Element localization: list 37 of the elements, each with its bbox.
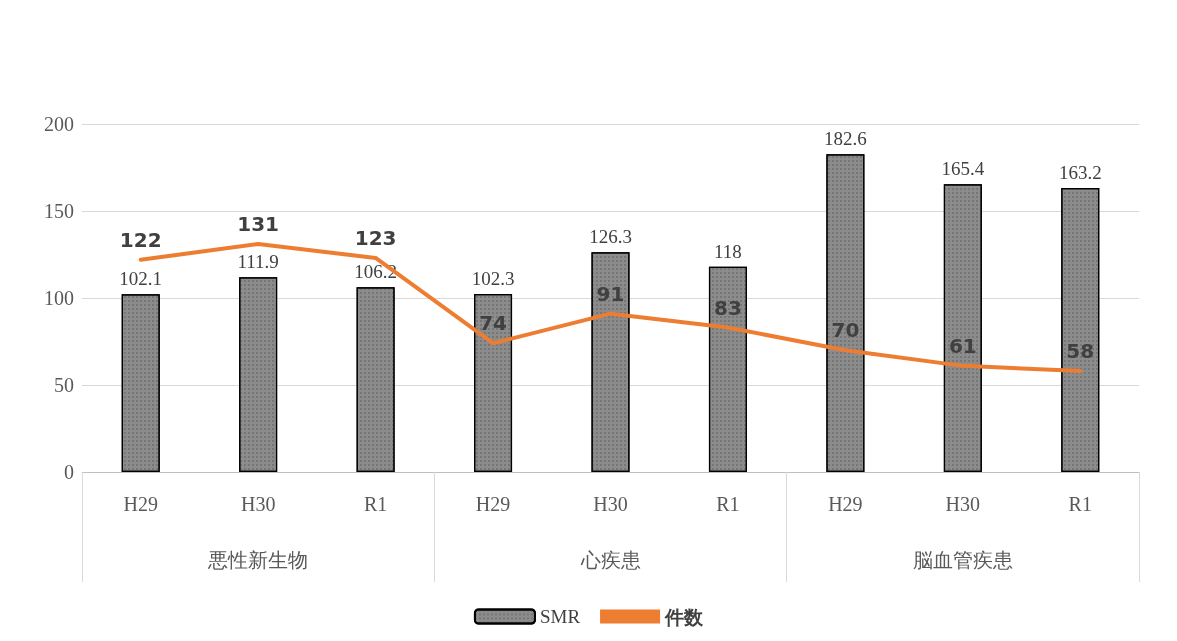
y-tick-label: 150	[44, 200, 74, 222]
legend-label: SMR	[539, 606, 581, 627]
y-tick-label: 200	[44, 113, 74, 135]
x-tick-label: H29	[123, 493, 158, 515]
data-label: 111.9	[237, 251, 279, 273]
data-label: 163.2	[1058, 162, 1102, 184]
data-label: 118	[714, 240, 742, 262]
data-label: 61	[948, 333, 977, 358]
data-label: 131	[237, 212, 280, 237]
text: 悪性新生物	[207, 549, 309, 571]
y-tick-label: 100	[44, 287, 74, 309]
data-label: 102.1	[119, 268, 163, 290]
data-label: 126.3	[589, 226, 632, 248]
data-label: 74	[479, 311, 507, 336]
x-tick-label: R1	[363, 493, 388, 515]
data-label: 106.2	[354, 261, 397, 283]
data-label: 83	[714, 295, 742, 320]
y-tick-label: 0	[64, 461, 74, 483]
legend-label: 件数	[664, 605, 705, 628]
text: 心疾患	[579, 549, 641, 571]
x-tick-label: H29	[828, 493, 863, 515]
x-tick-label: H30	[593, 493, 628, 515]
data-label: 122	[119, 227, 162, 252]
data-label: 58	[1066, 339, 1095, 364]
data-label: 91	[596, 281, 625, 306]
data-label: 102.3	[471, 268, 515, 289]
x-tick-label: H30	[240, 493, 276, 515]
data-label: 165.4	[941, 158, 985, 180]
y-tick-label: 50	[54, 374, 74, 396]
x-tick-label: R1	[1068, 493, 1092, 515]
data-label: 123	[354, 225, 397, 250]
data-label: 182.6	[824, 128, 867, 150]
data-label: 70	[831, 318, 860, 343]
text: 脳血管疾患	[912, 549, 1013, 571]
x-tick-label: R1	[716, 493, 740, 515]
x-tick-label: H30	[945, 493, 981, 515]
x-tick-label: H29	[475, 493, 511, 515]
